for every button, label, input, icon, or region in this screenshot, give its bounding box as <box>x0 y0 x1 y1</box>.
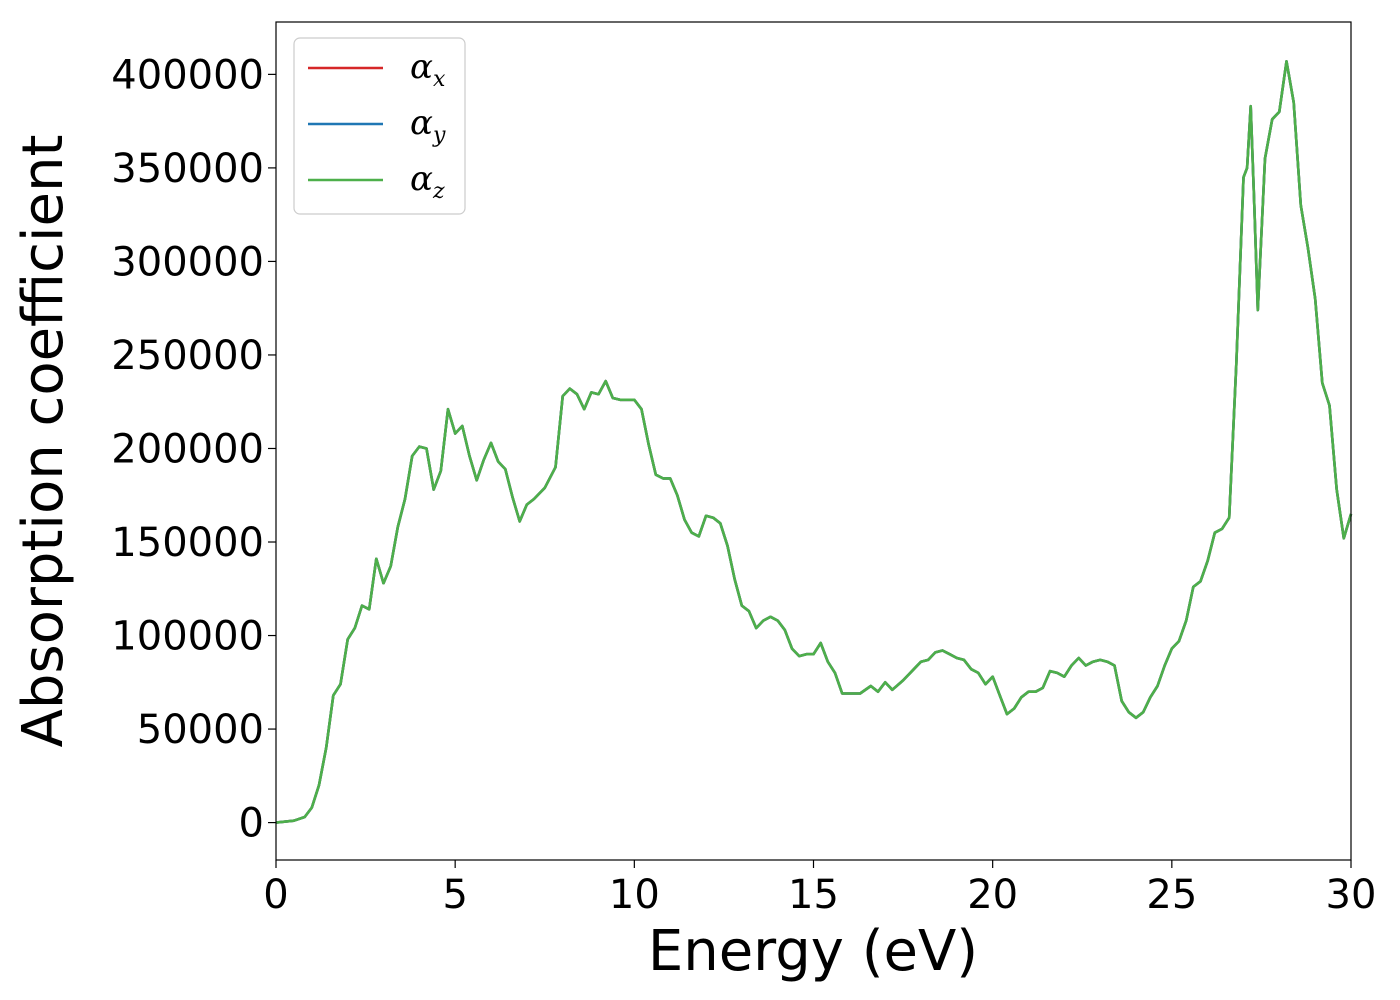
x-tick-label: 5 <box>442 872 467 918</box>
legend-label-x: αx <box>410 47 446 92</box>
x-axis-label: Energy (eV) <box>648 919 978 984</box>
legend-label-y: αy <box>410 103 446 148</box>
x-tick-label: 30 <box>1326 872 1377 918</box>
y-axis-label: Absorption coefficient <box>11 135 76 748</box>
legend-label-z: αz <box>410 159 445 204</box>
plot-area <box>275 59 1353 824</box>
y-tick-label: 350000 <box>111 146 264 192</box>
y-tick-label: 300000 <box>111 239 264 285</box>
x-tick-label: 15 <box>788 872 839 918</box>
y-tick-label: 0 <box>239 801 264 847</box>
legend-box <box>293 37 466 215</box>
x-tick-label: 10 <box>609 872 660 918</box>
y-tick-label: 400000 <box>111 52 264 98</box>
x-tick-label: 20 <box>967 872 1018 918</box>
y-tick-label: 200000 <box>111 426 264 472</box>
y-tick-label: 150000 <box>111 520 264 566</box>
y-tick-label: 100000 <box>111 614 264 660</box>
legend: αx αy αz <box>293 37 466 215</box>
axes: 0 5 10 15 20 25 30 0 50000 100000 150000 200000 2500… <box>111 21 1377 918</box>
series-line-z <box>275 59 1353 824</box>
y-tick-label: 50000 <box>137 707 264 753</box>
y-tick-label: 250000 <box>111 333 264 379</box>
x-tick-label: 0 <box>263 872 288 918</box>
x-tick-label: 25 <box>1146 872 1197 918</box>
